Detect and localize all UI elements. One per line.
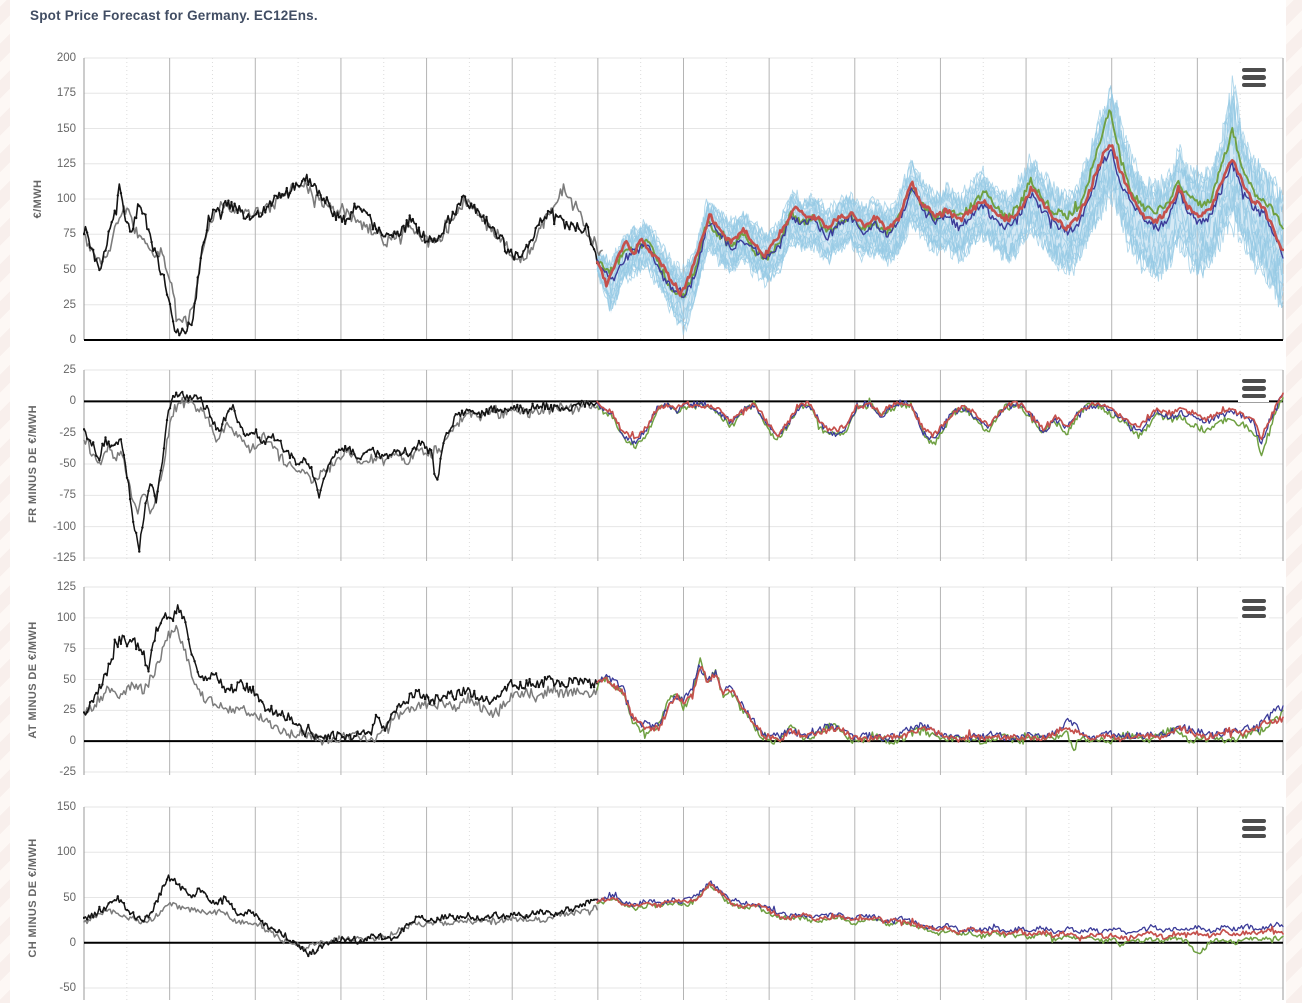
y-axis-title-ch-minus-de: CH MINUS DE €/MWH [27,838,39,958]
y-axis-tick-label: 100 [56,611,76,624]
y-axis-tick-label: -75 [59,489,76,502]
page-title: Spot Price Forecast for Germany. EC12Ens… [30,8,318,23]
hamburger-icon [1241,82,1266,88]
hamburger-icon [1241,613,1266,619]
y-axis-tick-label: -50 [59,982,76,994]
y-axis-tick-label: 25 [63,704,76,717]
y-axis-tick-label: 50 [63,891,76,904]
y-axis-tick-label: 125 [56,581,76,593]
y-axis-tick-label: -50 [59,458,76,470]
y-axis-tick-label: 0 [69,395,76,408]
hamburger-icon [1241,598,1266,604]
y-axis-tick-label: 100 [56,193,76,205]
hamburger-icon [1241,67,1266,73]
chart-menu-button-spot[interactable] [1238,64,1269,91]
y-axis-tick-label: 25 [63,298,76,311]
y-axis-tick-label: 0 [69,936,76,949]
hamburger-icon [1241,75,1266,80]
chart-card [10,0,1286,1003]
y-axis-tick-label: -25 [59,426,76,439]
y-axis-tick-label: 75 [63,228,76,241]
y-axis-tick-label: 150 [56,801,76,813]
y-axis-tick-label: 175 [56,87,76,100]
y-axis-tick-label: 100 [56,846,76,859]
chart-menu-button-at-minus-de[interactable] [1238,595,1269,622]
hamburger-icon [1241,393,1266,399]
y-axis-tick-label: 25 [63,364,76,376]
y-axis-tick-label: 125 [56,157,76,170]
y-axis-tick-label: 200 [56,52,76,64]
hamburger-icon [1241,826,1266,831]
hamburger-icon [1241,386,1266,391]
hamburger-icon [1241,818,1266,824]
y-axis-tick-label: 150 [56,122,76,135]
hamburger-icon [1241,833,1266,839]
hamburger-icon [1241,606,1266,611]
y-axis-tick-label: 75 [63,642,76,655]
y-axis-tick-label: -125 [52,552,76,564]
y-axis-tick-label: -25 [59,766,76,778]
hamburger-icon [1241,378,1266,384]
y-axis-title-spot: €/MWH [32,179,44,219]
y-axis-tick-label: 0 [69,334,76,346]
chart-menu-button-fr-minus-de[interactable] [1238,375,1269,402]
chart-menu-button-ch-minus-de[interactable] [1238,815,1269,842]
y-axis-title-fr-minus-de: FR MINUS DE €/MWH [27,404,39,524]
y-axis-title-at-minus-de: AT MINUS DE €/MWH [27,621,39,739]
y-axis-tick-label: 0 [69,735,76,748]
y-axis-tick-label: 50 [63,263,76,276]
y-axis-tick-label: -100 [52,520,76,533]
y-axis-tick-label: 50 [63,673,76,686]
